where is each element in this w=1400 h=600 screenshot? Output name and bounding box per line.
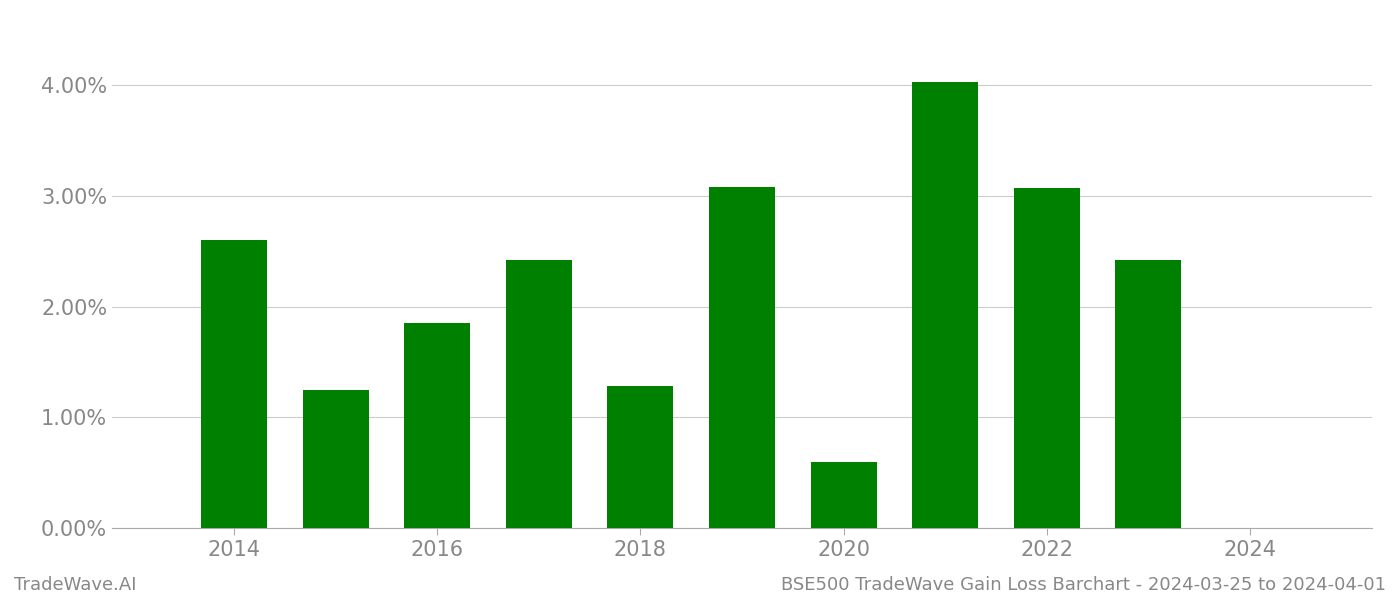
- Bar: [913, 82, 979, 528]
- Bar: [608, 386, 673, 528]
- Text: TradeWave.AI: TradeWave.AI: [14, 576, 137, 594]
- Text: BSE500 TradeWave Gain Loss Barchart - 2024-03-25 to 2024-04-01: BSE500 TradeWave Gain Loss Barchart - 20…: [781, 576, 1386, 594]
- Bar: [1116, 260, 1182, 528]
- Bar: [302, 389, 368, 528]
- Bar: [1014, 188, 1079, 528]
- Bar: [708, 187, 776, 528]
- Bar: [405, 323, 470, 528]
- Bar: [202, 240, 267, 528]
- Bar: [811, 461, 876, 528]
- Bar: [505, 260, 571, 528]
